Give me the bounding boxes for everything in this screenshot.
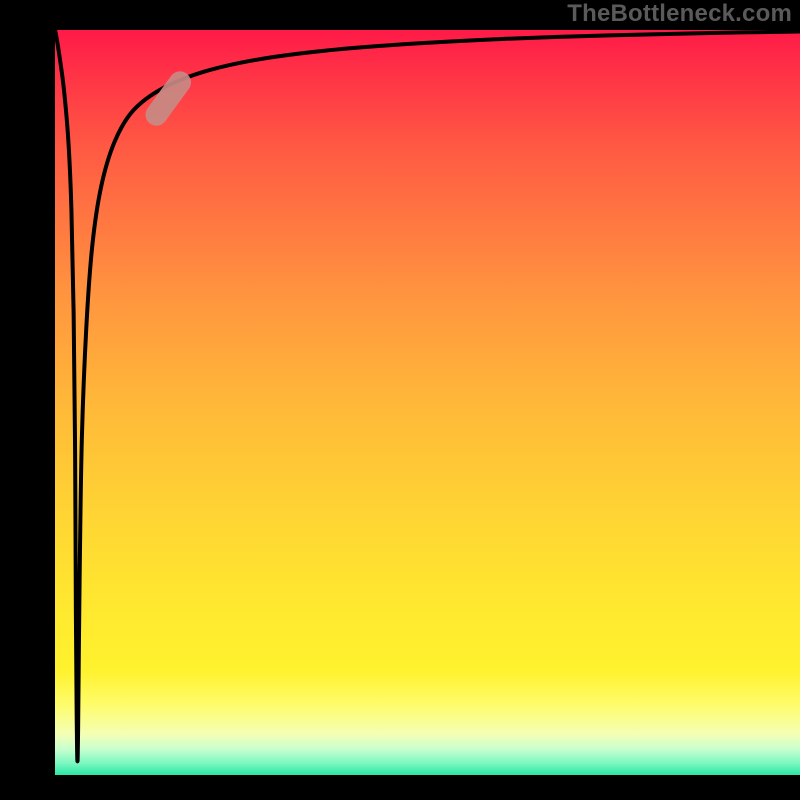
watermark-text: TheBottleneck.com: [567, 0, 792, 28]
bottom-border: [0, 775, 800, 800]
plot-background: [55, 30, 800, 775]
chart-svg: [0, 0, 800, 800]
chart-frame: TheBottleneck.com: [0, 0, 800, 800]
left-border: [0, 0, 55, 800]
